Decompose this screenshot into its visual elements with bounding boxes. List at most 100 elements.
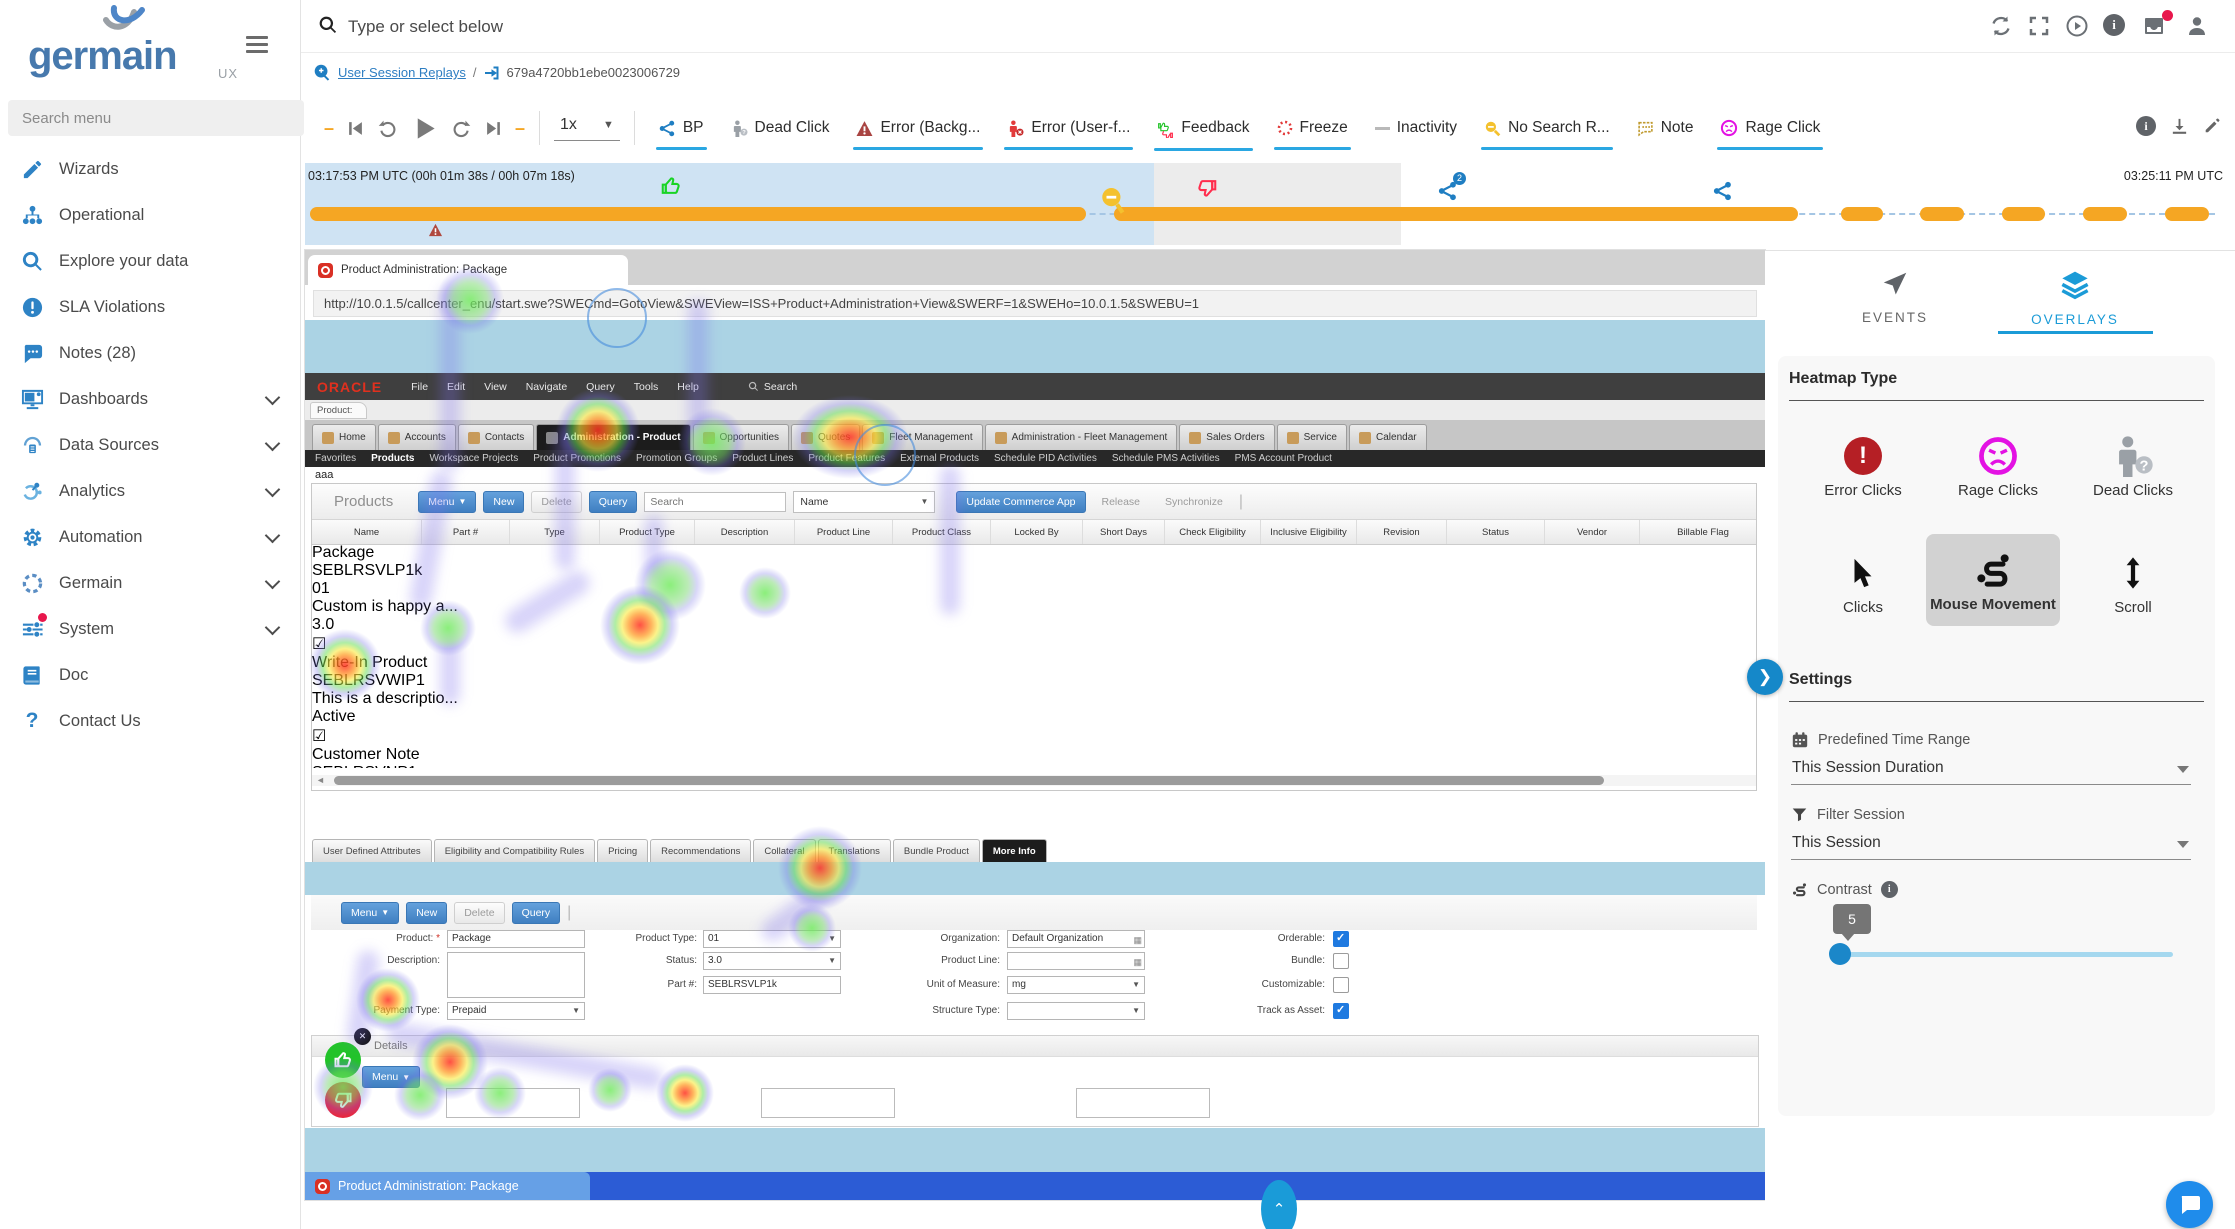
view-link[interactable]: Product Promotions: [533, 453, 622, 464]
horizontal-scrollbar[interactable]: ◄: [312, 775, 1756, 786]
column-header[interactable]: Name: [312, 520, 422, 544]
heatmap-option-rage-clicks[interactable]: Rage Clicks: [1933, 434, 2063, 500]
user-icon[interactable]: [2185, 14, 2209, 38]
sidebar-item-system[interactable]: System: [0, 606, 300, 652]
detail-tab[interactable]: More Info: [981, 839, 1047, 862]
detail-tab[interactable]: Bundle Product: [892, 839, 980, 862]
column-header[interactable]: Product Class: [893, 520, 991, 544]
scroll-to-top-button[interactable]: ⌃: [1261, 1180, 1297, 1229]
table-row[interactable]: Customer NoteSEBLRSVNP1AFtesting a note …: [312, 746, 1756, 768]
siebel-tab[interactable]: Fleet Management: [862, 424, 983, 450]
panel-collapse-button[interactable]: ❯: [1747, 659, 1783, 695]
product-type-select[interactable]: 01 ▼: [703, 930, 841, 948]
column-header[interactable]: Status: [1447, 520, 1545, 544]
menu-edit[interactable]: Edit: [447, 380, 466, 393]
column-header[interactable]: Check Eligibility: [1165, 520, 1261, 544]
sidebar-item-contact-us[interactable]: ? Contact Us: [0, 698, 300, 744]
column-header[interactable]: Revision: [1357, 520, 1447, 544]
range-start-handle[interactable]: –: [324, 117, 335, 138]
filter-chip-error-background[interactable]: Error (Backg...: [853, 119, 984, 150]
column-header[interactable]: Inclusive Eligibility: [1261, 520, 1357, 544]
details-input[interactable]: [761, 1088, 895, 1118]
chat-launcher[interactable]: [2166, 1181, 2213, 1228]
menu-file[interactable]: File: [411, 380, 429, 393]
skip-start-icon[interactable]: [347, 120, 364, 137]
view-link[interactable]: Schedule PMS Activities: [1111, 453, 1220, 464]
column-header[interactable]: Product Type: [600, 520, 695, 544]
track-as-asset-checkbox[interactable]: [1333, 1003, 1349, 1019]
sidebar-item-germain[interactable]: Germain: [0, 560, 300, 606]
view-link[interactable]: Favorites: [315, 453, 357, 464]
siebel-tab[interactable]: Administration - Fleet Management: [984, 424, 1178, 450]
timeline[interactable]: 03:17:53 PM UTC (00h 01m 38s / 00h 07m 1…: [300, 163, 2235, 245]
siebel-tab[interactable]: Contacts: [457, 424, 535, 450]
release-button[interactable]: Release: [1101, 495, 1141, 508]
info-icon[interactable]: i: [2136, 116, 2156, 136]
view-link[interactable]: Products: [371, 453, 415, 464]
heatmap-option-dead-clicks[interactable]: ? Dead Clicks: [2068, 434, 2198, 500]
menu-button[interactable]: Menu ▼: [418, 490, 477, 513]
filter-chip-error-user[interactable]: Error (User-f...: [1004, 119, 1134, 150]
column-header[interactable]: Part #: [422, 520, 510, 544]
list-search-input[interactable]: [644, 491, 787, 512]
bp-marker-icon[interactable]: [1713, 181, 1733, 206]
detail-tab[interactable]: Recommendations: [650, 839, 752, 862]
sidebar-item-operational[interactable]: Operational: [0, 192, 300, 238]
timeline-activity-segment[interactable]: [310, 207, 1086, 221]
siebel-tab[interactable]: Service: [1276, 424, 1347, 450]
warning-marker-icon[interactable]: [428, 223, 443, 242]
details-input[interactable]: [1076, 1088, 1210, 1118]
view-link[interactable]: External Products: [900, 453, 980, 464]
table-row[interactable]: Package SEBLRSVLP1k 01 Custom is happy a...…: [312, 544, 1756, 654]
browser-tab[interactable]: Product Administration: Package: [308, 255, 628, 285]
synchronize-button[interactable]: Synchronize: [1165, 495, 1223, 508]
column-header[interactable]: Billable Flag: [1640, 520, 1765, 544]
fullscreen-icon[interactable]: [2027, 14, 2051, 38]
filter-chip-inactivity[interactable]: Inactivity: [1374, 119, 1457, 137]
view-link[interactable]: Product Features: [808, 453, 886, 464]
feedback-thumbs-down-button[interactable]: [325, 1082, 361, 1118]
edit-pencil-icon[interactable]: [2203, 117, 2221, 135]
taskbar-tab[interactable]: Product Administration: Package: [305, 1172, 590, 1200]
tab-events[interactable]: EVENTS: [1810, 269, 1980, 325]
close-icon[interactable]: ✕: [354, 1028, 371, 1045]
timeline-activity-segment[interactable]: [2002, 207, 2045, 221]
sidebar-item-wizards[interactable]: Wizards: [0, 146, 300, 192]
refresh-icon[interactable]: [1989, 14, 2013, 38]
oracle-search[interactable]: Search: [748, 381, 797, 393]
column-header[interactable]: Type: [510, 520, 600, 544]
menu-tools[interactable]: Tools: [633, 380, 659, 393]
details-input[interactable]: [446, 1088, 580, 1118]
url-field[interactable]: http://10.0.1.5/callcenter_enu/start.swe…: [313, 290, 1757, 317]
sidebar-item-sla-violations[interactable]: SLA Violations: [0, 284, 300, 330]
heatmap-option-scroll[interactable]: Scroll: [2068, 551, 2198, 617]
update-commerce-button[interactable]: Update Commerce App: [956, 490, 1086, 513]
timeline-activity-segment[interactable]: [2083, 207, 2127, 221]
menu-query[interactable]: Query: [586, 380, 615, 393]
menu-navigate[interactable]: Navigate: [525, 380, 568, 393]
part-number-input[interactable]: SEBLRSVLP1k: [703, 976, 841, 994]
info-icon[interactable]: i: [2103, 14, 2125, 36]
orderable-checkbox[interactable]: [1333, 931, 1349, 947]
download-icon[interactable]: [2170, 117, 2189, 136]
organization-picker[interactable]: Default Organization: [1007, 930, 1145, 948]
column-header[interactable]: Product Line: [795, 520, 893, 544]
inbox-icon[interactable]: [2141, 10, 2173, 40]
slider-thumb[interactable]: [1829, 943, 1851, 965]
filter-chip-no-search[interactable]: No Search R...: [1481, 119, 1613, 150]
filter-chip-bp[interactable]: BP: [655, 119, 707, 150]
delete-button[interactable]: Delete: [454, 901, 505, 924]
view-link[interactable]: Workspace Projects: [429, 453, 519, 464]
heatmap-option-clicks[interactable]: Clicks: [1798, 551, 1928, 617]
siebel-tab[interactable]: Administration - Product: [536, 424, 691, 450]
timeline-activity-segment[interactable]: [1920, 207, 1964, 221]
filter-chip-rage-click[interactable]: Rage Click: [1717, 119, 1824, 150]
payment-type-select[interactable]: Prepaid ▼: [447, 1002, 585, 1020]
column-header[interactable]: Short Days: [1083, 520, 1165, 544]
table-row[interactable]: Write-In Product SEBLRSVWIP1 This is a des…: [312, 654, 1756, 746]
speed-select[interactable]: 1x ▼: [554, 116, 620, 141]
detail-tab[interactable]: Eligibility and Compatibility Rules: [433, 839, 596, 862]
timeline-activity-segment[interactable]: [1841, 207, 1883, 221]
new-button[interactable]: New: [406, 901, 448, 924]
sidebar-item-automation[interactable]: Automation: [0, 514, 300, 560]
